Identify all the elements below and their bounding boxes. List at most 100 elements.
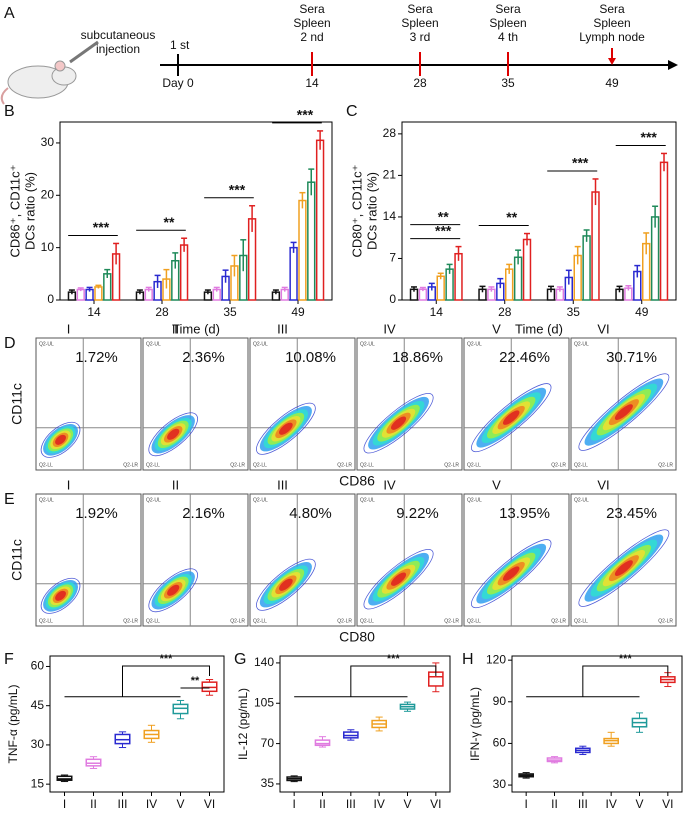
y-tick-label: 30 <box>31 737 45 751</box>
y-axis-label: DCs ratio (%) <box>364 172 379 250</box>
flow-y-label: CD11c <box>9 539 25 581</box>
quadrant-label: Q2-LL <box>360 462 374 468</box>
y-axis-label: IL-12 (pg/mL) <box>236 688 250 760</box>
x-tick-label: II <box>319 797 326 811</box>
event-label: 3 rd <box>410 30 431 44</box>
x-tick-label: I <box>292 797 295 811</box>
x-tick-label: I <box>524 797 527 811</box>
contour-level <box>502 410 520 425</box>
contour-level <box>167 428 180 440</box>
quadrant-label: Q2-LL <box>574 462 588 468</box>
event-label: Spleen <box>489 16 526 30</box>
contour-level <box>55 434 66 445</box>
quadrant-label: Q2-UL <box>253 497 268 503</box>
x-tick-label: I <box>63 797 66 811</box>
contour-level <box>279 422 293 435</box>
percent-label: 9.22% <box>396 505 439 522</box>
event-day: Day 0 <box>162 76 194 90</box>
bar <box>436 275 445 301</box>
contour-level <box>391 416 407 430</box>
density-contour <box>148 568 198 613</box>
quadrant-label: Q2-LR <box>337 462 352 468</box>
contour-level <box>614 404 633 420</box>
x-tick-label: V <box>403 797 411 811</box>
contour-level <box>167 584 180 596</box>
x-tick-label: III <box>117 797 127 811</box>
quadrant-label: Q2-LR <box>551 462 566 468</box>
quadrant-label: Q2-UL <box>574 341 589 347</box>
event-label: 4 th <box>498 30 518 44</box>
quadrant-label: Q2-UL <box>467 497 482 503</box>
significance-label: ** <box>164 214 175 230</box>
quadrant-label: Q2-UL <box>39 497 54 503</box>
timeline-arrow-head <box>608 58 616 65</box>
contour-level <box>614 560 633 576</box>
significance-label: ** <box>506 209 517 225</box>
significance-bracket <box>294 665 437 698</box>
significance-bracket <box>526 665 669 698</box>
group-label: V <box>492 321 501 336</box>
group-label: III <box>277 477 288 492</box>
panel-label: G <box>234 651 246 668</box>
quadrant-label: Q2-UL <box>467 341 482 347</box>
significance-label: *** <box>572 155 589 171</box>
significance-label: *** <box>160 653 174 665</box>
quadrant-label: Q2-LL <box>360 618 374 624</box>
quadrant-label: Q2-UL <box>253 341 268 347</box>
event-day: 49 <box>605 76 619 90</box>
significance-label: *** <box>387 653 401 665</box>
panel-label: H <box>462 651 474 668</box>
group-label: VI <box>597 321 609 336</box>
timeline-arrow <box>668 60 678 70</box>
group-label: VI <box>597 477 609 492</box>
percent-label: 2.16% <box>182 505 225 522</box>
quadrant-label: Q2-LR <box>123 462 138 468</box>
contour-level <box>148 412 198 457</box>
y-axis-label: DCs ratio (%) <box>22 172 37 250</box>
significance-bracket <box>64 665 210 698</box>
panel-label: F <box>4 651 14 668</box>
event-label: Spleen <box>593 16 630 30</box>
group-label: III <box>277 321 288 336</box>
bar <box>659 161 669 301</box>
quadrant-label: Q2-LR <box>658 618 673 624</box>
event-label: Lymph node <box>579 30 645 44</box>
flow-x-label: CD86 <box>339 473 375 489</box>
density-contour <box>363 549 434 610</box>
y-tick-label: 35 <box>261 776 275 790</box>
contour-level <box>363 393 434 454</box>
group-label: IV <box>383 321 396 336</box>
y-tick-label: 7 <box>389 251 396 265</box>
x-tick-label: II <box>551 797 558 811</box>
quadrant-label: Q2-LL <box>253 462 267 468</box>
event-label: Sera <box>495 2 521 16</box>
x-tick-label: IV <box>605 797 616 811</box>
x-axis-label: Time (d) <box>515 321 563 336</box>
x-tick-label: III <box>346 797 356 811</box>
quadrant-label: Q2-UL <box>146 497 161 503</box>
contour-level <box>279 578 293 591</box>
contour-level <box>502 566 520 581</box>
quadrant-label: Q2-LR <box>444 618 459 624</box>
x-tick-label: 14 <box>87 305 101 319</box>
contour-level <box>578 373 670 451</box>
bar <box>522 238 532 301</box>
x-tick-label: V <box>635 797 643 811</box>
significance-label: *** <box>641 129 658 145</box>
quadrant-label: Q2-LR <box>444 462 459 468</box>
box <box>314 739 331 747</box>
x-tick-label: 14 <box>430 305 444 319</box>
event-label: 2 nd <box>300 30 323 44</box>
y-tick-label: 70 <box>261 736 275 750</box>
contour-level <box>363 549 434 610</box>
bar <box>307 181 316 301</box>
bar <box>179 244 189 301</box>
x-tick-label: 28 <box>498 305 512 319</box>
y-tick-label: 45 <box>31 698 45 712</box>
y-tick-label: 21 <box>383 168 397 182</box>
y-tick-label: 15 <box>31 776 45 790</box>
flow-x-label: CD80 <box>339 629 375 645</box>
y-tick-label: 105 <box>254 695 274 709</box>
group-label: II <box>172 477 179 492</box>
density-contour <box>148 412 198 457</box>
